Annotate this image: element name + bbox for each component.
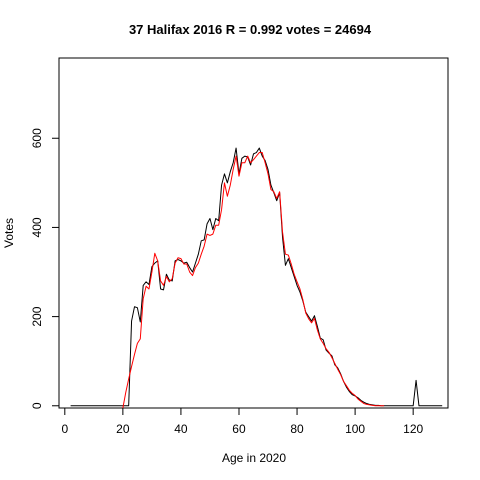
x-tick-label: 0 <box>61 422 68 436</box>
x-tick-label: 40 <box>174 422 188 436</box>
series-line-1 <box>70 147 443 407</box>
x-tick-label: 100 <box>345 422 365 436</box>
y-tick-label: 600 <box>30 128 44 148</box>
y-axis-label: Votes <box>2 218 16 248</box>
x-tick-label: 120 <box>403 422 423 436</box>
series-layer <box>70 147 443 409</box>
plot-frame <box>58 57 449 409</box>
x-axis: 0 20 40 60 80 100 120 <box>61 407 423 436</box>
y-tick-label: 0 <box>30 402 44 409</box>
x-tick-label: 80 <box>290 422 304 436</box>
x-axis-label: Age in 2020 <box>222 451 286 465</box>
y-tick-label: 200 <box>30 306 44 326</box>
y-tick-label: 400 <box>30 217 44 237</box>
x-tick-label: 20 <box>116 422 130 436</box>
series-line-2 <box>122 152 385 409</box>
x-tick-label: 60 <box>232 422 246 436</box>
chart-title: 37 Halifax 2016 R = 0.992 votes = 24694 <box>129 22 372 37</box>
y-axis: 0 200 400 600 <box>30 128 60 409</box>
